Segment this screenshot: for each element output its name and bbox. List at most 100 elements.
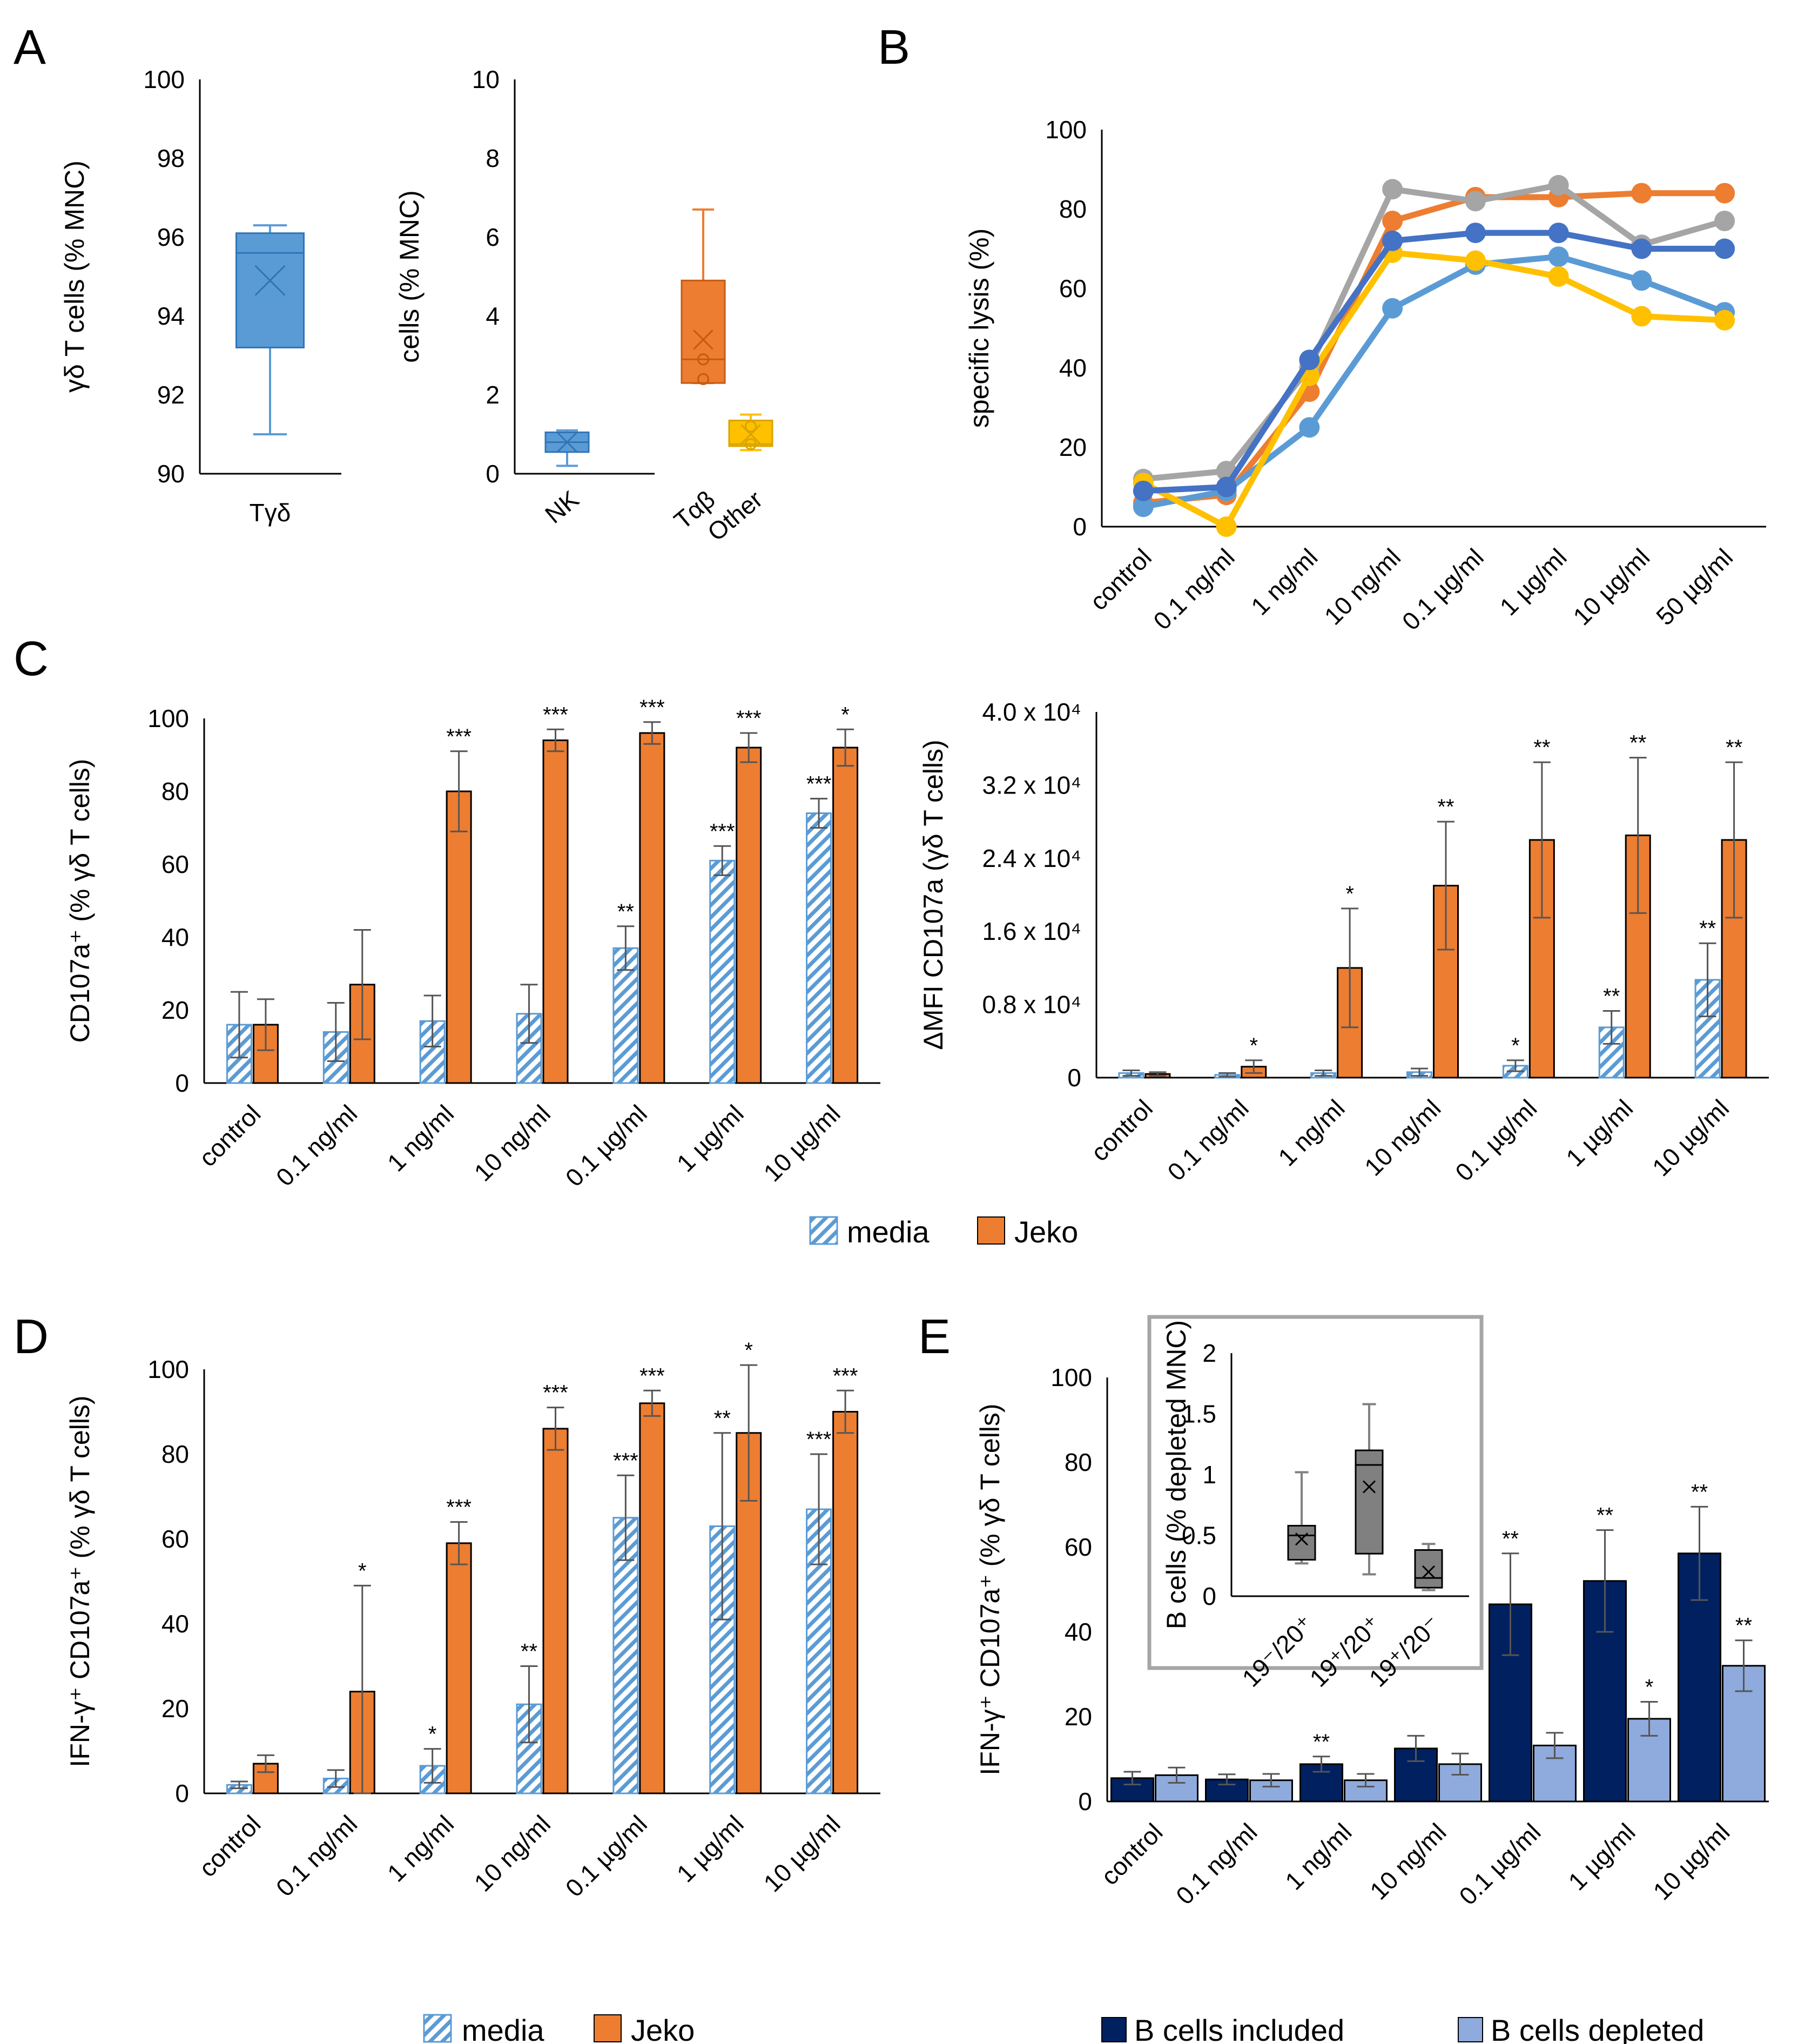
box-mean-marker bbox=[740, 424, 761, 445]
y-axis-title: IFN-γ⁺ CD107a⁺ (% γδ T cells) bbox=[65, 1395, 95, 1767]
data-point bbox=[1714, 211, 1735, 232]
significance-label: ** bbox=[1313, 1730, 1330, 1754]
significance-label: ** bbox=[1533, 736, 1550, 759]
data-point bbox=[1548, 246, 1569, 267]
y-tick-label: 100 bbox=[1045, 116, 1087, 144]
significance-label: ** bbox=[1691, 1480, 1708, 1504]
legend-e-depleted-swatch bbox=[1458, 2017, 1483, 2042]
x-tick-label: 1 ng/ml bbox=[1272, 1094, 1350, 1171]
data-point bbox=[1714, 310, 1735, 331]
y-tick-label: 0 bbox=[1202, 1582, 1216, 1610]
y-tick-label: 100 bbox=[147, 1355, 189, 1383]
bar bbox=[832, 1411, 859, 1794]
y-tick-label: 4 bbox=[486, 302, 500, 330]
panel-label-e: E bbox=[918, 1310, 951, 1364]
y-tick-label: 80 bbox=[1065, 1448, 1092, 1476]
box-iqr bbox=[681, 279, 726, 384]
bar bbox=[1110, 1777, 1154, 1803]
y-tick-label: 40 bbox=[161, 923, 189, 951]
panel-d: 0 20 40 60 80 100 IFN-γ⁺ CD107a⁺ (% γδ T cells… bbox=[65, 1339, 880, 1902]
x-tick-label: 0.1 ng/ml bbox=[271, 1099, 363, 1192]
box-mean-marker bbox=[693, 330, 713, 350]
legend-d-jeko-label: Jeko bbox=[631, 2013, 695, 2044]
x-tick-label: 10 µg/ml bbox=[758, 1810, 845, 1897]
data-point bbox=[1299, 349, 1320, 371]
y-tick-label: 20 bbox=[161, 996, 189, 1024]
bar bbox=[446, 790, 472, 1084]
box-iqr bbox=[235, 232, 305, 348]
legend-media-label: media bbox=[847, 1215, 930, 1249]
data-point bbox=[1631, 270, 1652, 291]
x-tick-label: NK bbox=[540, 485, 584, 529]
significance-label: * bbox=[1511, 1034, 1520, 1058]
panel-a-left: 90 92 94 96 98 100 γδ T cells (% MNC) Tγδ bbox=[59, 65, 341, 527]
y-tick-label: 2 bbox=[1202, 1339, 1216, 1367]
significance-label: ** bbox=[617, 900, 634, 924]
x-tick-label: 1 ng/ml bbox=[382, 1810, 459, 1887]
x-tick-label: control bbox=[1095, 1818, 1168, 1890]
box-mean-marker bbox=[1422, 1565, 1436, 1579]
data-point bbox=[1548, 223, 1569, 244]
significance-label: ** bbox=[1735, 1614, 1752, 1638]
box-mean-marker bbox=[1362, 1480, 1376, 1494]
data-point bbox=[1714, 183, 1735, 204]
y-tick-label: 80 bbox=[161, 777, 189, 805]
y-tick-label: 0 bbox=[1073, 513, 1087, 541]
box-mean-marker bbox=[254, 265, 286, 296]
y-axis-title: specific lysis (%) bbox=[964, 228, 994, 428]
data-point bbox=[1382, 211, 1403, 232]
legend-d-media-swatch bbox=[423, 2014, 452, 2043]
box-outlier-point bbox=[697, 373, 710, 385]
data-point bbox=[1216, 476, 1237, 497]
x-tick-label: 10 ng/ml bbox=[469, 1810, 556, 1897]
bar bbox=[542, 1428, 569, 1794]
significance-label: *** bbox=[446, 725, 472, 749]
y-tick-label: 40 bbox=[1065, 1618, 1092, 1646]
legend-e: B cells included B cells depleted bbox=[1101, 2013, 1704, 2044]
legend-d: media Jeko bbox=[423, 2013, 695, 2044]
x-tick-label: 0.1 ng/ml bbox=[1148, 543, 1240, 635]
inset-frame bbox=[1147, 1315, 1484, 1670]
x-tick-label: 10 µg/ml bbox=[1647, 1094, 1734, 1181]
x-tick-label: Other bbox=[702, 485, 768, 547]
box-mean-marker bbox=[1295, 1532, 1309, 1546]
panel-label-c: C bbox=[14, 632, 49, 686]
y-tick-label: 100 bbox=[147, 704, 189, 732]
series-line bbox=[1143, 230, 1725, 494]
legend-e-included-label: B cells included bbox=[1134, 2013, 1344, 2044]
x-tick-label: 1 µg/ml bbox=[1563, 1818, 1640, 1895]
bar bbox=[446, 1542, 472, 1794]
bar bbox=[639, 732, 665, 1084]
series-line bbox=[1143, 182, 1726, 482]
x-tick-label: 0.1 ng/ml bbox=[271, 1810, 363, 1902]
x-tick-label: 10 ng/ml bbox=[469, 1099, 556, 1187]
y-tick-label: 0 bbox=[175, 1779, 189, 1807]
legend-c: media Jeko bbox=[809, 1215, 1078, 1249]
y-tick-label: 6 bbox=[486, 223, 500, 251]
data-point bbox=[1382, 230, 1403, 251]
significance-label: *** bbox=[736, 707, 762, 730]
y-tick-label: 8 bbox=[486, 144, 500, 172]
y-tick-label: 80 bbox=[1059, 195, 1087, 223]
legend-jeko-swatch bbox=[977, 1216, 1005, 1245]
data-point bbox=[1465, 223, 1486, 244]
significance-label: *** bbox=[806, 772, 832, 796]
significance-label: ** bbox=[1629, 731, 1646, 755]
significance-label: *** bbox=[806, 1428, 832, 1451]
panel-c-right: 0 0.8 x 10⁴ 1.6 x 10⁴ 2.4 x 10⁴ 3.2 x 10⁴ 4.0… bbox=[918, 698, 1769, 1187]
significance-label: ** bbox=[521, 1640, 537, 1664]
y-axis-title: γδ T cells (% MNC) bbox=[59, 160, 90, 393]
box-mean-marker bbox=[557, 432, 577, 453]
y-tick-label: 10 bbox=[472, 65, 500, 93]
y-tick-label: 40 bbox=[161, 1610, 189, 1638]
data-point bbox=[1548, 174, 1569, 196]
y-tick-label: 4.0 x 10⁴ bbox=[982, 698, 1081, 726]
legend-e-depleted-label: B cells depleted bbox=[1491, 2013, 1704, 2044]
significance-label: *** bbox=[543, 1381, 568, 1405]
x-tick-label: 0.1 µg/ml bbox=[1450, 1094, 1542, 1186]
bar bbox=[709, 859, 736, 1084]
y-tick-label: 1 bbox=[1202, 1461, 1216, 1489]
panel-label-a: A bbox=[14, 21, 46, 75]
legend-d-media-label: media bbox=[462, 2013, 544, 2044]
